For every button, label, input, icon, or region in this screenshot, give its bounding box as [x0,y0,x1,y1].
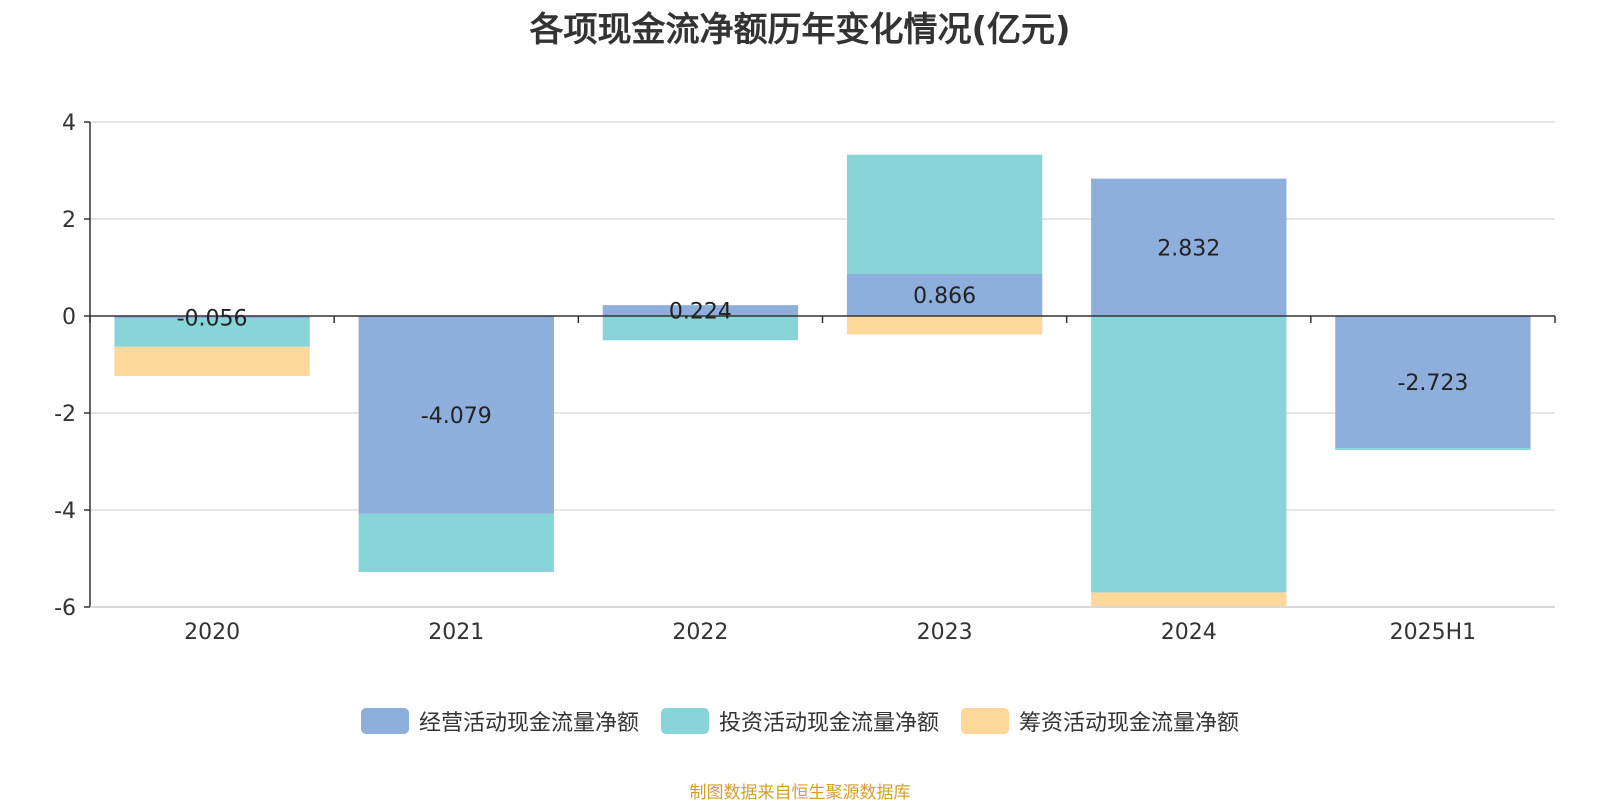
bar-segment [846,273,1043,316]
legend-label: 经营活动现金流量净额 [418,711,639,736]
legend-swatch [660,708,709,734]
bar-segment [358,316,554,514]
y-tick-label: -6 [54,596,76,621]
y-tick-label: -4 [54,499,76,524]
bar-segment [1091,592,1287,607]
axes: 4 2 0 -2 -4 -6 2020 2021 2022 2023 2024 2025H1 [54,111,1556,645]
bar-segment [114,346,310,376]
y-tick-label: 0 [62,305,76,330]
bar-segment [1335,316,1531,449]
x-tick-label: 2023 [917,620,973,645]
x-tick-label: 2022 [672,620,728,645]
bar-segment [846,154,1043,274]
legend-label: 投资活动现金流量净额 [718,711,939,736]
legend-item[interactable]: 投资活动现金流量净额 [660,705,939,737]
grid-lines [90,121,1555,608]
data-label: 2.832 [1157,236,1220,261]
y-tick-label: -2 [54,402,76,427]
bar-segment [602,305,799,316]
bar-chart: 4 2 0 -2 -4 -6 2020 2021 2022 2023 2024 2025H1 -0.0… [54,111,1556,645]
bar-segment [358,513,554,573]
legend-item[interactable]: 经营活动现金流量净额 [360,705,639,737]
x-tick-label: 2024 [1161,620,1217,645]
x-tick-label: 2020 [184,620,240,645]
chart-title: 各项现金流净额历年变化情况(亿元) [529,10,1071,50]
bars [114,154,1531,607]
bar-segment [114,316,310,319]
y-tick-label: 2 [62,208,76,233]
bar-segment [1091,316,1287,593]
data-label: 0.224 [669,300,732,325]
bar-segment [1335,448,1531,451]
bar-segment [602,316,799,341]
legend: 经营活动现金流量净额 投资活动现金流量净额 筹资活动现金流量净额 [0,705,1600,737]
y-tick-label: 4 [62,111,76,136]
x-tick-label: 2025H1 [1390,620,1477,645]
bar-segment [846,316,1043,335]
legend-item[interactable]: 筹资活动现金流量净额 [961,705,1239,737]
bar-segment [114,318,310,347]
legend-label: 筹资活动现金流量净额 [1019,711,1240,736]
data-label: -2.723 [1397,371,1468,396]
data-label: -4.079 [421,404,492,429]
legend-swatch [961,708,1009,734]
x-tick-label: 2021 [428,620,484,645]
data-label: -0.056 [177,306,248,331]
data-labels: -0.056 -4.079 0.224 0.866 2.832 -2.723 [177,236,1469,429]
bar-segment [1091,178,1287,316]
source-note: 制图数据来自恒生聚源数据库 [689,783,911,803]
data-label: 0.866 [913,284,976,309]
legend-swatch [360,708,409,734]
